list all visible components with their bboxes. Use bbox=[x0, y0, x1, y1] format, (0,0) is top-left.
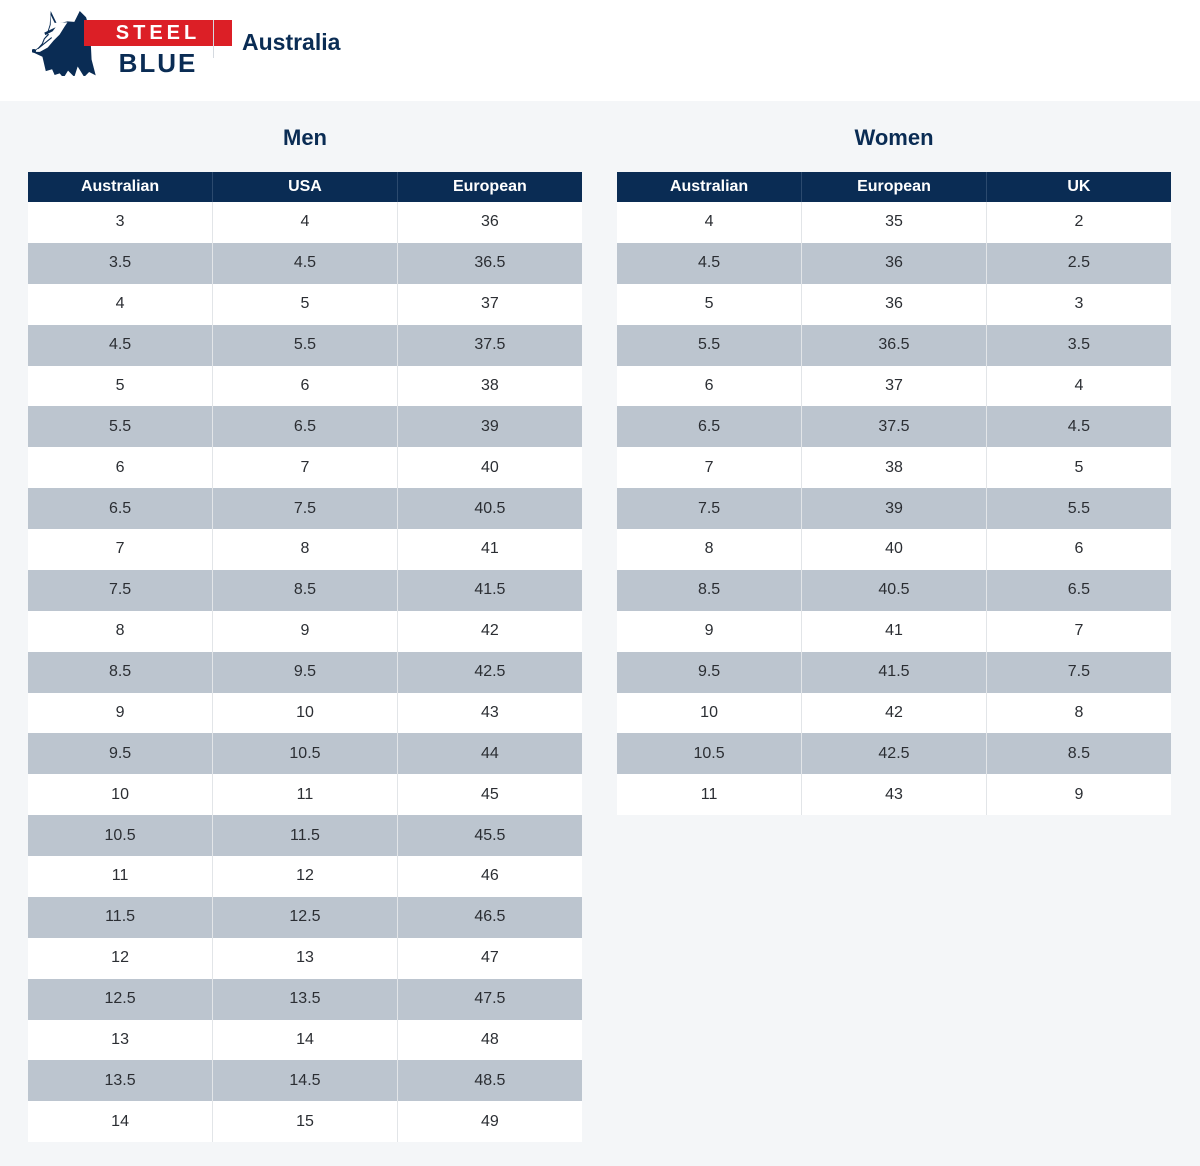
svg-text:BLUE: BLUE bbox=[119, 48, 198, 78]
svg-text:STEEL: STEEL bbox=[116, 22, 200, 44]
